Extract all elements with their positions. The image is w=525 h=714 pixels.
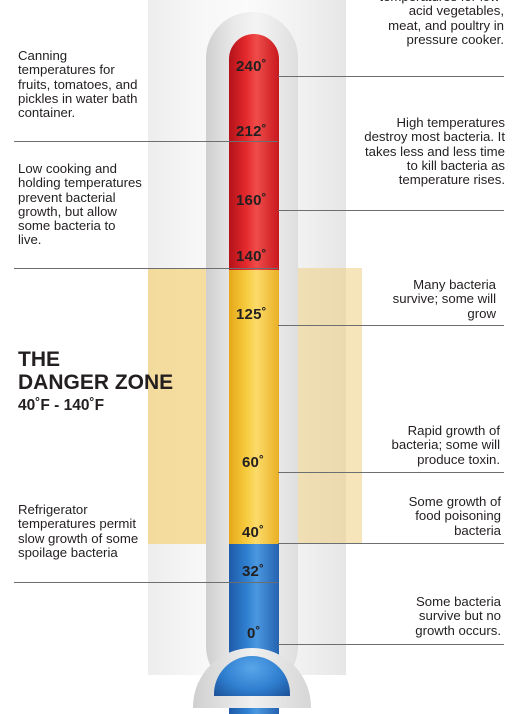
divider-line <box>278 210 504 211</box>
danger-zone-band-highlight <box>148 268 208 544</box>
divider-line <box>14 582 278 583</box>
tick-40: 40˚ <box>242 524 265 541</box>
high-heat-segment <box>229 34 279 270</box>
refrigerator-note: Refrigerator temperatures permit slow gr… <box>18 502 139 560</box>
divider-line <box>14 268 278 269</box>
divider-line <box>278 644 504 645</box>
divider-line <box>278 325 504 326</box>
tick-240: 240˚ <box>236 58 267 75</box>
low-cooking-note: Low cooking and holding temperatures pre… <box>18 161 142 248</box>
no-growth-note: Some bacteria survive but no growth occu… <box>415 594 501 638</box>
high-temperatures-note: High temperatures destroy most bacteria.… <box>364 115 505 188</box>
divider-line <box>278 76 504 77</box>
some-growth-note: Some growth of food poisoning bacteria <box>408 494 501 538</box>
divider-line <box>14 141 278 142</box>
danger-zone-range: 40˚F - 140˚F <box>18 397 105 414</box>
many-bacteria-survive-note: Many bacteria survive; some will grow <box>392 277 496 321</box>
tick-140: 140˚ <box>236 248 267 265</box>
tick-60: 60˚ <box>242 454 265 471</box>
divider-line <box>278 543 504 544</box>
tick-160: 160˚ <box>236 192 267 209</box>
danger-zone-segment <box>229 270 279 544</box>
thermometer-diagram: 240˚ 212˚ 160˚ 140˚ 125˚ 60˚ 40˚ 32˚ 0˚ … <box>14 0 505 714</box>
rapid-growth-note: Rapid growth of bacteria; some will prod… <box>391 423 500 467</box>
pressure-cooker-note: temperatures for low-acid vegetables, me… <box>379 0 504 47</box>
tick-32: 32˚ <box>242 563 265 580</box>
divider-line <box>278 472 504 473</box>
tick-212: 212˚ <box>236 123 267 140</box>
danger-zone-title: THE DANGER ZONE <box>18 348 173 394</box>
tick-125: 125˚ <box>236 306 267 323</box>
danger-zone-title-line2: DANGER ZONE <box>18 371 174 394</box>
tick-0: 0˚ <box>247 625 261 642</box>
canning-water-bath-note: Canning temperatures for fruits, tomatoe… <box>18 48 138 121</box>
danger-zone-title-line1: THE <box>18 348 60 371</box>
thermometer-column <box>229 34 279 714</box>
